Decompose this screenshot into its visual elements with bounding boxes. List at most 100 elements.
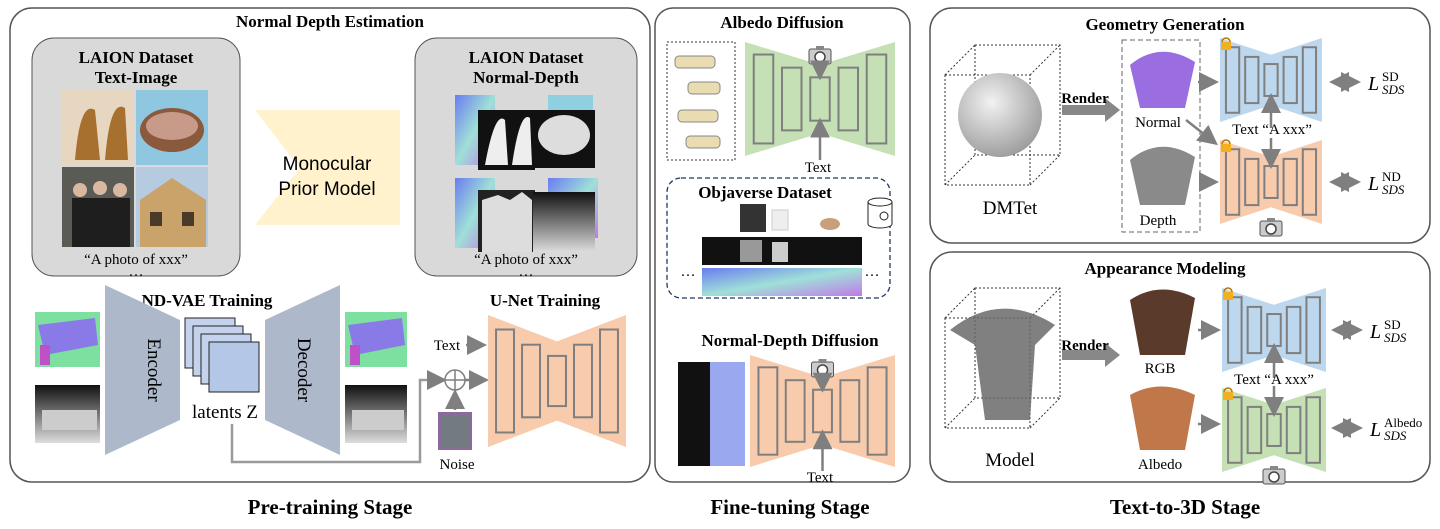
- render-label: Render: [1061, 91, 1109, 107]
- geometry-generation-title: Geometry Generation: [1085, 15, 1245, 34]
- camera-icon: [1259, 218, 1283, 237]
- laion-title: LAION Dataset: [79, 48, 194, 67]
- objaverse-title: Objaverse Dataset: [698, 183, 832, 202]
- normal-depth-estimation-title: Normal Depth Estimation: [236, 12, 424, 31]
- loss-symbol: L: [1369, 321, 1381, 343]
- rgb-render: [1130, 289, 1195, 355]
- decoder-label: Decoder: [293, 338, 314, 403]
- unet-layer-block: [1227, 296, 1243, 364]
- loss-superscript: Albedo: [1384, 415, 1422, 430]
- caption-text: “A photo of xxx”: [474, 252, 578, 268]
- input-normal-depth-images: [35, 312, 100, 443]
- loss-superscript: ND: [1382, 169, 1401, 184]
- unet-training-title: U-Net Training: [490, 291, 601, 310]
- prior-model-label: Monocular: [283, 154, 372, 175]
- pretrain-unet: [488, 315, 626, 447]
- depth-label: Depth: [1140, 213, 1177, 229]
- normal-render: [1130, 51, 1195, 108]
- unet-layer-block: [1285, 305, 1302, 355]
- unet-layer-block: [865, 53, 888, 145]
- app-albedo-unet: [1222, 386, 1326, 485]
- unet-layer-block: [781, 66, 803, 132]
- pretraining-stage-label: Pre-training Stage: [248, 495, 413, 519]
- unet-layer-block: [1301, 148, 1318, 216]
- unet-layer-block: [1246, 305, 1263, 355]
- normal-label: Normal: [1135, 115, 1181, 131]
- app-sd-unet: [1222, 287, 1326, 378]
- loss-subscript: SDS: [1382, 182, 1405, 197]
- albedo-label: Albedo: [1138, 457, 1182, 473]
- geo-sd-unet: [1220, 37, 1322, 128]
- unet-layer-block: [1305, 296, 1321, 364]
- unet-layer-block: [599, 328, 619, 434]
- reconstructed-normal-depth-images: [345, 312, 407, 443]
- nd-training-images: [678, 362, 745, 466]
- lock-icon: [1223, 387, 1233, 400]
- database-icon: [867, 197, 893, 229]
- camera-icon: [1262, 466, 1286, 485]
- lock-icon: [1221, 37, 1231, 50]
- depth-render: [1130, 146, 1195, 205]
- unet-layer-block: [757, 366, 779, 456]
- unet-layer-block: [837, 66, 859, 132]
- loss-subscript: SDS: [1382, 82, 1405, 97]
- unet-layer-block: [1244, 55, 1260, 105]
- unet-layer-block: [547, 354, 567, 408]
- noise-label: Noise: [440, 457, 475, 473]
- loss-superscript: SD: [1384, 317, 1401, 332]
- loss-symbol: L: [1369, 419, 1381, 441]
- latents-z: [184, 317, 260, 393]
- ellipsis-left: …: [681, 264, 696, 280]
- geo-text-label: Text “A xxx”: [1232, 122, 1312, 138]
- car-thumbnails: [674, 55, 721, 149]
- unet-layer-block: [1301, 46, 1318, 114]
- albedo-diffusion-title: Albedo Diffusion: [720, 13, 844, 32]
- nd-text-label: Text: [807, 470, 834, 486]
- sphere: [958, 73, 1042, 157]
- ellipsis: …: [519, 264, 534, 280]
- unet-layer-block: [1246, 405, 1263, 455]
- ellipsis-right: …: [865, 264, 880, 280]
- encoder-label: Encoder: [143, 338, 164, 402]
- unet-layer-block: [1227, 396, 1243, 464]
- laion-subtitle: Text-Image: [95, 68, 178, 87]
- unet-layer-block: [839, 379, 861, 443]
- laion-title: LAION Dataset: [469, 48, 584, 67]
- latents-label: latents Z: [192, 402, 258, 423]
- unet-layer-block: [1282, 157, 1298, 207]
- unet-layer-block: [1224, 46, 1241, 114]
- unet-layer-block: [1224, 148, 1241, 216]
- albedo-render: [1130, 386, 1195, 450]
- unet-layer-block: [1285, 405, 1302, 455]
- unet-layer-block: [1282, 55, 1298, 105]
- rendered-views-box: [1121, 39, 1201, 233]
- text-to-3d-stage-label: Text-to-3D Stage: [1110, 495, 1260, 519]
- objaverse-samples: [702, 204, 862, 296]
- text-condition-label: Text: [434, 338, 461, 354]
- loss-symbol: L: [1367, 73, 1379, 95]
- laion-subtitle: Normal-Depth: [473, 68, 579, 87]
- mesh-model: [950, 308, 1055, 420]
- geo-nd-unet: [1220, 138, 1322, 237]
- app-text-label: Text “A xxx”: [1234, 372, 1314, 388]
- albedo-text-label: Text: [805, 160, 832, 176]
- camera-icon: [811, 359, 834, 378]
- unet-layer-block: [1244, 157, 1260, 207]
- unet-layer-block: [521, 343, 541, 419]
- nd-unet: [750, 355, 895, 471]
- prior-model-label-2: Prior Model: [278, 179, 375, 200]
- normal-depth-diffusion-title: Normal-Depth Diffusion: [701, 331, 879, 350]
- latent-to-unet-arrow: [230, 370, 447, 464]
- loss-symbol: L: [1367, 173, 1379, 195]
- text-image-samples: [62, 90, 208, 247]
- caption-text: “A photo of xxx”: [84, 252, 188, 268]
- normal-depth-samples: [455, 95, 598, 252]
- unet-layer-block: [752, 53, 775, 145]
- rgb-label: RGB: [1145, 361, 1176, 377]
- model-label: Model: [985, 450, 1035, 471]
- albedo-unet: [745, 42, 895, 160]
